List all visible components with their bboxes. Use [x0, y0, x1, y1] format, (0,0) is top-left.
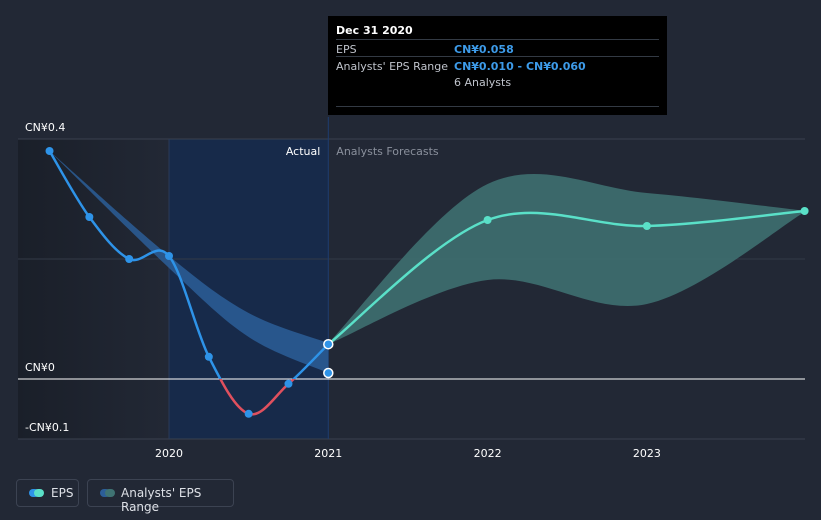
tooltip-eps-row: EPS CN¥0.058	[336, 39, 659, 57]
tooltip-eps-label: EPS	[336, 43, 357, 56]
tooltip-range-row: Analysts' EPS Range CN¥0.010 - CN¥0.060 …	[336, 56, 659, 91]
eps-point	[165, 252, 173, 260]
forecast-point	[483, 216, 492, 224]
actual-eps-range	[49, 151, 329, 373]
tooltip-eps-value: CN¥0.058	[454, 43, 514, 56]
tooltip-range-value: CN¥0.010 - CN¥0.060	[454, 60, 586, 73]
eps-point-highlight	[323, 338, 334, 350]
forecast-eps-range	[328, 174, 807, 345]
x-tick-label: 2023	[633, 447, 661, 460]
tooltip-date: Dec 31 2020	[336, 24, 413, 37]
range-low-point	[323, 367, 334, 379]
y-tick-label: -CN¥0.1	[25, 421, 69, 434]
x-tick-label: 2022	[474, 447, 502, 460]
y-tick-label: CN¥0	[25, 361, 55, 374]
eps-point	[284, 379, 293, 388]
eps-point	[45, 147, 54, 155]
legend-range-toggle[interactable]: Analysts' EPS Range	[87, 479, 234, 514]
eps-forecast-line	[327, 209, 805, 346]
eps-point	[204, 352, 213, 361]
legend-eps-label: EPS	[51, 486, 74, 500]
tooltip-range-label: Analysts' EPS Range	[336, 60, 449, 73]
eps-actual-line-negative	[218, 379, 296, 416]
x-tick-label: 2021	[314, 447, 342, 460]
tooltip: Dec 31 2020 EPS CN¥0.058 Analysts' EPS R…	[328, 16, 667, 115]
legend-eps-swatch-forecast	[34, 489, 44, 497]
legend-eps-toggle[interactable]: EPS	[16, 479, 79, 507]
actual-region-label: Actual	[286, 145, 320, 158]
forecast-point	[642, 222, 651, 230]
tooltip-analysts: 6 Analysts	[454, 76, 512, 89]
y-tick-label: CN¥0.4	[25, 121, 65, 134]
eps-point	[244, 409, 253, 418]
eps-point	[85, 213, 94, 221]
past-shade	[18, 139, 169, 439]
legend-range-swatch-forecast	[105, 489, 115, 497]
eps-actual-line	[48, 150, 330, 379]
eps-chart: CN¥0.4 CN¥0 -CN¥0.1 2020 2021 2022 2023 Actual A…	[18, 117, 809, 460]
tooltip-divider	[336, 106, 659, 108]
x-tick-label: 2020	[155, 447, 183, 460]
eps-point	[125, 255, 134, 263]
forecast-region-label: Analysts Forecasts	[336, 145, 439, 158]
forecast-point	[800, 207, 809, 215]
legend-range-label: Analysts' EPS Range	[121, 486, 202, 514]
